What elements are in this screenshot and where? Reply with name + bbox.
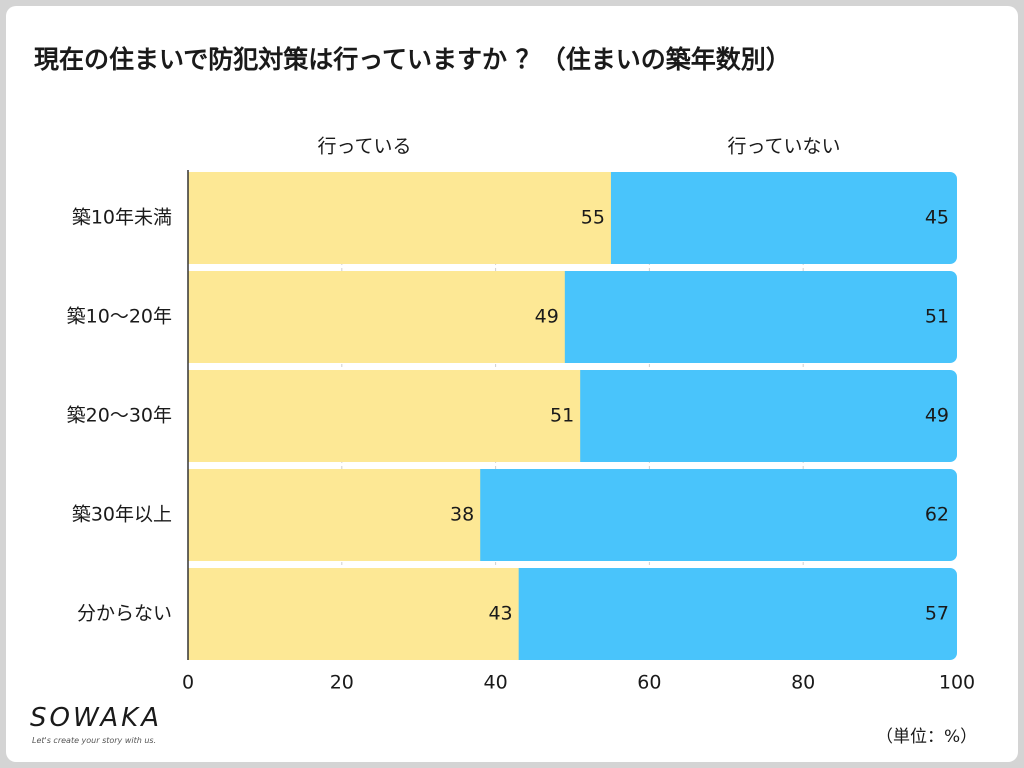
data-label-yes: 51 (550, 405, 574, 427)
data-label-yes: 38 (450, 504, 474, 526)
x-tick-label: 0 (182, 672, 194, 694)
data-label-no: 62 (925, 504, 949, 526)
category-label: 築20〜30年 (67, 405, 172, 427)
category-label: 分からない (77, 603, 172, 625)
unit-label: （単位：%） (876, 727, 978, 747)
bar-no (510, 568, 957, 660)
data-label-no: 57 (925, 603, 949, 625)
bar-no (556, 271, 957, 363)
bar-yes (188, 568, 519, 660)
legend-no: 行っていない (727, 136, 840, 158)
logo-tagline: Let's create your story with us. (32, 736, 157, 745)
data-label-no: 45 (925, 207, 949, 229)
bar-no (572, 370, 957, 462)
data-label-yes: 43 (488, 603, 512, 625)
bar-yes (188, 370, 581, 462)
bar-yes (188, 271, 565, 363)
category-label: 築10〜20年 (67, 306, 172, 328)
legend-yes: 行っている (317, 136, 411, 158)
x-tick-label: 20 (330, 672, 354, 694)
category-label: 築30年以上 (72, 504, 172, 526)
chart-title: 現在の住まいで防犯対策は行っていますか ？（住まいの築年数別） (34, 45, 791, 74)
x-tick-label: 100 (939, 672, 975, 694)
x-tick-label: 40 (484, 672, 508, 694)
bar-no (602, 172, 957, 264)
bar-no (472, 469, 957, 561)
x-tick-label: 80 (791, 672, 815, 694)
bar-yes (188, 469, 481, 561)
x-tick-label: 60 (637, 672, 661, 694)
category-label: 築10年未満 (72, 207, 172, 229)
sowaka-logo: SOWAKA (30, 703, 163, 733)
data-label-yes: 49 (535, 306, 559, 328)
data-label-no: 49 (925, 405, 949, 427)
bar-yes (188, 172, 611, 264)
data-label-no: 51 (925, 306, 949, 328)
data-label-yes: 55 (581, 207, 605, 229)
